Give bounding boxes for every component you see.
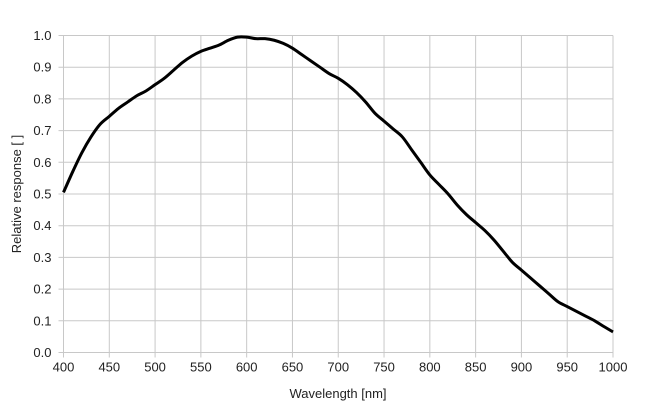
y-tick-label: 0.3 bbox=[33, 250, 51, 265]
y-tick-label: 0.5 bbox=[33, 187, 51, 202]
x-tick-label: 750 bbox=[373, 360, 395, 375]
x-axis-label: Wavelength [nm] bbox=[289, 386, 386, 401]
x-tick-label: 700 bbox=[327, 360, 349, 375]
y-tick-label: 0.1 bbox=[33, 313, 51, 328]
x-tick-label: 900 bbox=[511, 360, 533, 375]
y-tick-labels: 0.0 0.1 0.2 0.3 0.4 0.5 0.6 0.7 0.8 0.9 1.0 bbox=[33, 28, 51, 360]
y-tick-label: 0.6 bbox=[33, 155, 51, 170]
x-tick-label: 500 bbox=[144, 360, 166, 375]
y-tick-label: 0.8 bbox=[33, 91, 51, 106]
y-tick-label: 0.2 bbox=[33, 282, 51, 297]
x-tick-label: 550 bbox=[190, 360, 212, 375]
x-tick-label: 400 bbox=[53, 360, 75, 375]
x-tick-label: 850 bbox=[465, 360, 487, 375]
y-tick-label: 0.0 bbox=[33, 345, 51, 360]
x-tick-label: 650 bbox=[282, 360, 304, 375]
response-curve bbox=[62, 35, 614, 334]
y-tick-label: 1.0 bbox=[33, 28, 51, 43]
x-tick-label: 950 bbox=[556, 360, 578, 375]
y-tick-label: 0.4 bbox=[33, 218, 51, 233]
y-axis-label: Relative response [ ] bbox=[9, 135, 24, 254]
x-tick-label: 800 bbox=[419, 360, 441, 375]
x-tick-labels: 400 450 500 550 600 650 700 750 800 850 900 950 1000 bbox=[53, 360, 628, 375]
x-tick-label: 600 bbox=[236, 360, 258, 375]
grid bbox=[58, 35, 614, 358]
x-tick-label: 450 bbox=[98, 360, 120, 375]
y-tick-label: 0.9 bbox=[33, 60, 51, 75]
x-tick-label: 1000 bbox=[599, 360, 628, 375]
y-tick-label: 0.7 bbox=[33, 123, 51, 138]
